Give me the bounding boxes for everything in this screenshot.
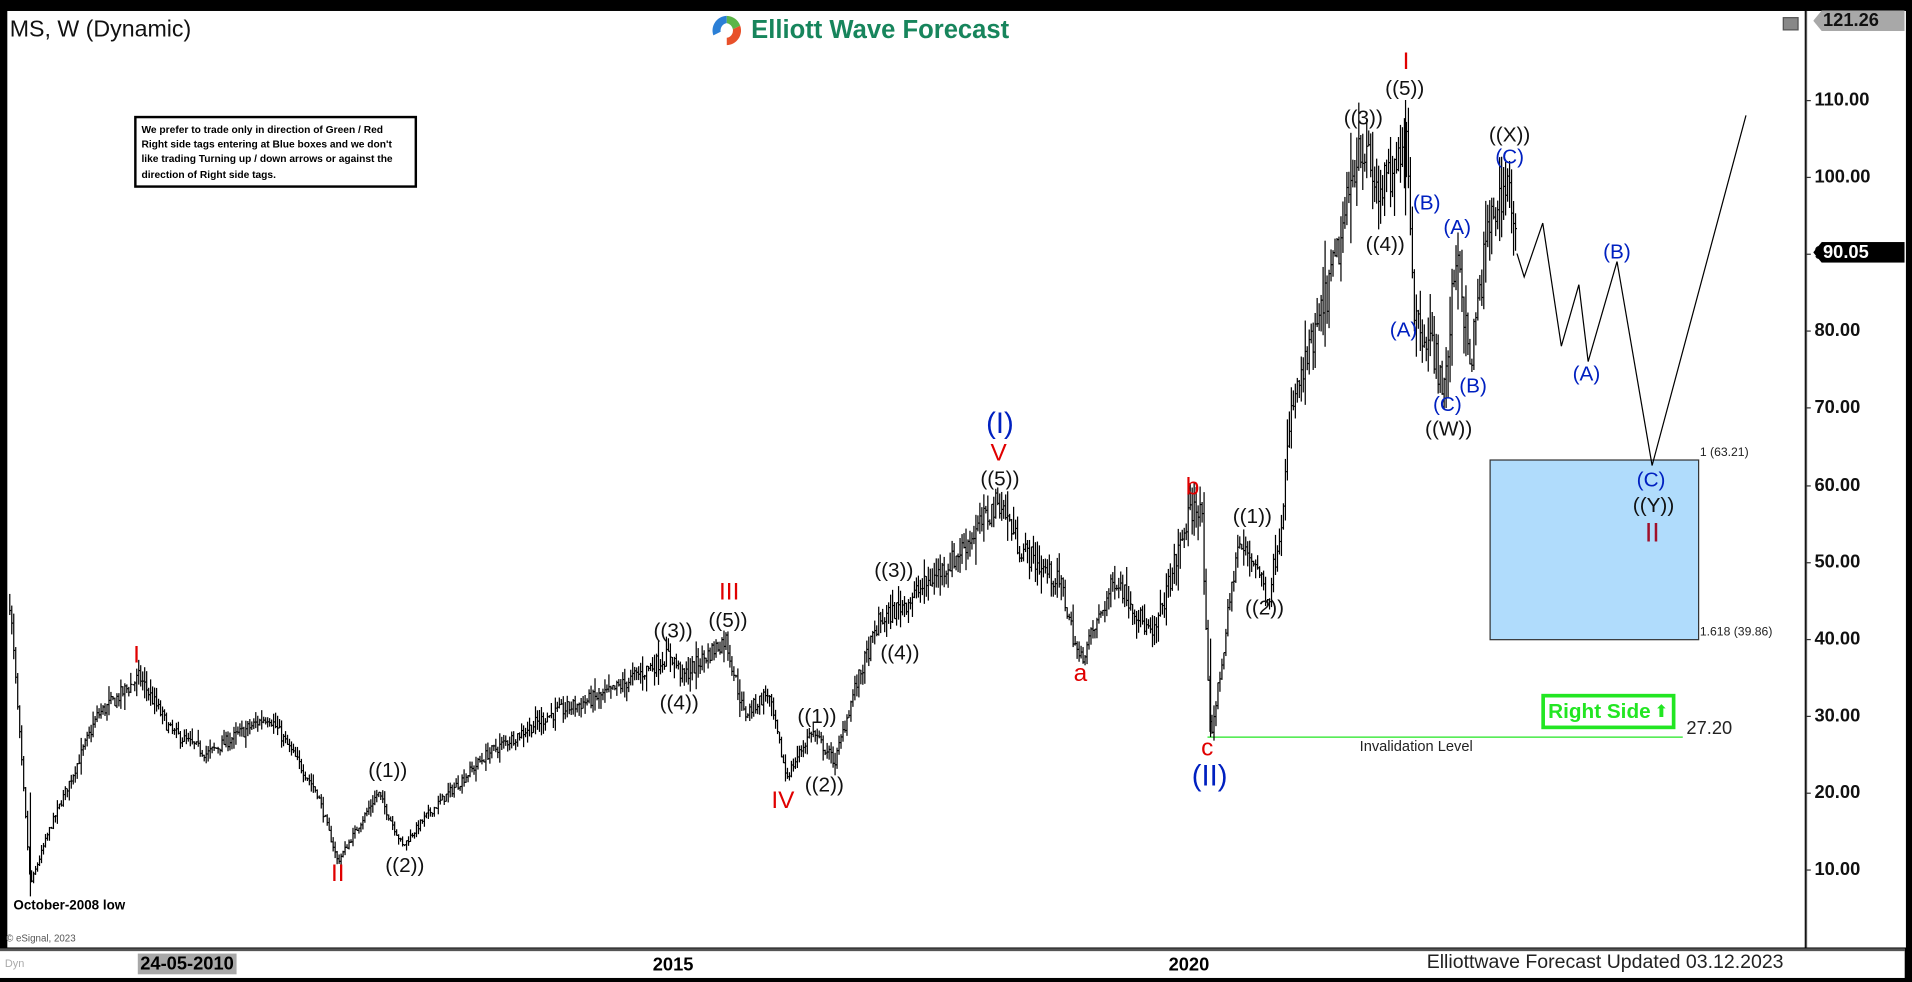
wave-label: (B) bbox=[1459, 374, 1487, 398]
wave-label: ((Y)) bbox=[1632, 493, 1675, 518]
price-tick: 10.00 bbox=[1814, 859, 1861, 880]
chart-title: MS, W (Dynamic) bbox=[9, 17, 192, 43]
price-tick: 30.00 bbox=[1814, 705, 1861, 726]
last-price-tag: 90.05 bbox=[1813, 242, 1905, 263]
tick-mark bbox=[1805, 869, 1811, 871]
wave-label: I bbox=[133, 642, 140, 669]
wave-label: ((2)) bbox=[1244, 596, 1285, 620]
wave-label: (C) bbox=[1495, 145, 1525, 169]
projection-path bbox=[1516, 115, 1747, 466]
tick-mark bbox=[1805, 253, 1811, 256]
wave-label: ((1)) bbox=[1232, 504, 1272, 529]
wave-label: III bbox=[719, 578, 740, 606]
wave-label: ((4)) bbox=[880, 641, 920, 665]
year-tick-2015: 2015 bbox=[652, 954, 694, 976]
wave-label: (II) bbox=[1191, 759, 1228, 793]
time-axis[interactable]: Dyn 24-05-2010 2015 2020 Elliottwave For… bbox=[0, 948, 1905, 978]
wave-label: (C) bbox=[1433, 392, 1462, 416]
dyn-label: Dyn bbox=[4, 957, 25, 970]
tick-mark bbox=[1805, 715, 1811, 717]
wave-label: (A) bbox=[1572, 362, 1601, 386]
trading-note: We prefer to trade only in direction of … bbox=[134, 115, 418, 188]
tick-mark bbox=[1805, 792, 1811, 794]
crosshair-date: 24-05-2010 bbox=[137, 953, 237, 975]
wave-label: ((3)) bbox=[874, 558, 914, 582]
price-tick: 60.00 bbox=[1814, 474, 1861, 496]
low-note: October-2008 low bbox=[13, 898, 126, 914]
arrow-up-icon: ⬆ bbox=[1654, 701, 1669, 721]
tick-mark bbox=[1805, 176, 1811, 179]
wave-label: ((3)) bbox=[653, 619, 693, 643]
wave-label: ((4)) bbox=[659, 691, 699, 715]
logo-text: Elliott Wave Forecast bbox=[751, 15, 1010, 44]
price-tick: 50.00 bbox=[1814, 551, 1861, 573]
tick-mark bbox=[1805, 484, 1811, 486]
price-tick: 110.00 bbox=[1814, 89, 1870, 111]
price-tick: 80.00 bbox=[1814, 320, 1861, 342]
wave-label: a bbox=[1073, 660, 1088, 688]
blue-box-zone bbox=[1489, 459, 1700, 641]
price-tick: 100.00 bbox=[1814, 166, 1871, 188]
price-tick: 70.00 bbox=[1814, 397, 1861, 419]
wave-label: ((5)) bbox=[980, 467, 1020, 491]
tick-mark bbox=[1805, 407, 1811, 409]
wave-label: ((5)) bbox=[1385, 76, 1425, 100]
wave-label: ((3)) bbox=[1343, 106, 1383, 130]
wave-label: ((1)) bbox=[368, 758, 408, 782]
wave-label: ((W)) bbox=[1425, 417, 1473, 441]
tick-mark bbox=[1805, 330, 1811, 333]
wave-label: ((4)) bbox=[1365, 232, 1405, 257]
wave-label: (B) bbox=[1412, 191, 1441, 215]
tick-mark bbox=[1805, 99, 1811, 102]
wave-label: ((2)) bbox=[804, 773, 844, 797]
wave-label: (I) bbox=[986, 407, 1014, 441]
wave-label: ((2)) bbox=[385, 853, 425, 877]
logo-icon bbox=[712, 15, 742, 46]
wave-label: IV bbox=[771, 787, 795, 814]
fib-1-label: 1 (63.21) bbox=[1699, 446, 1749, 460]
wave-label: b bbox=[1185, 473, 1200, 501]
wave-label: II bbox=[1644, 517, 1660, 548]
top-price-tag: 121.26 bbox=[1813, 10, 1905, 32]
invalidation-label: Invalidation Level bbox=[1359, 737, 1473, 755]
wave-label: ((1)) bbox=[797, 704, 837, 728]
wave-label: II bbox=[330, 860, 345, 888]
fib-1618-label: 1.618 (39.86) bbox=[1699, 625, 1773, 639]
logo: Elliott Wave Forecast bbox=[710, 13, 1010, 47]
wave-label: I bbox=[1402, 48, 1410, 75]
year-tick-2020: 2020 bbox=[1168, 954, 1210, 976]
tick-mark bbox=[1805, 638, 1811, 640]
tick-mark bbox=[1805, 561, 1811, 563]
wave-label: V bbox=[990, 439, 1007, 467]
wave-label: (B) bbox=[1603, 240, 1631, 264]
restore-window-icon[interactable] bbox=[1782, 17, 1799, 31]
copyright: © eSignal, 2023 bbox=[6, 932, 76, 944]
price-tick: 40.00 bbox=[1814, 628, 1861, 649]
invalidation-price: 27.20 bbox=[1686, 718, 1733, 739]
wave-label: (C) bbox=[1636, 468, 1666, 492]
wave-label: ((5)) bbox=[708, 608, 748, 632]
footer-updated: Elliottwave Forecast Updated 03.12.2023 bbox=[1426, 952, 1784, 974]
right-side-tag: Right Side ⬆ bbox=[1541, 693, 1676, 730]
wave-label: (A) bbox=[1443, 215, 1472, 240]
right-side-label: Right Side bbox=[1548, 699, 1651, 723]
price-axis[interactable] bbox=[1805, 10, 1906, 948]
wave-label: (A) bbox=[1389, 318, 1418, 342]
price-tick: 20.00 bbox=[1814, 782, 1861, 803]
wave-label: c bbox=[1201, 734, 1214, 762]
wave-label: ((X)) bbox=[1488, 123, 1531, 147]
